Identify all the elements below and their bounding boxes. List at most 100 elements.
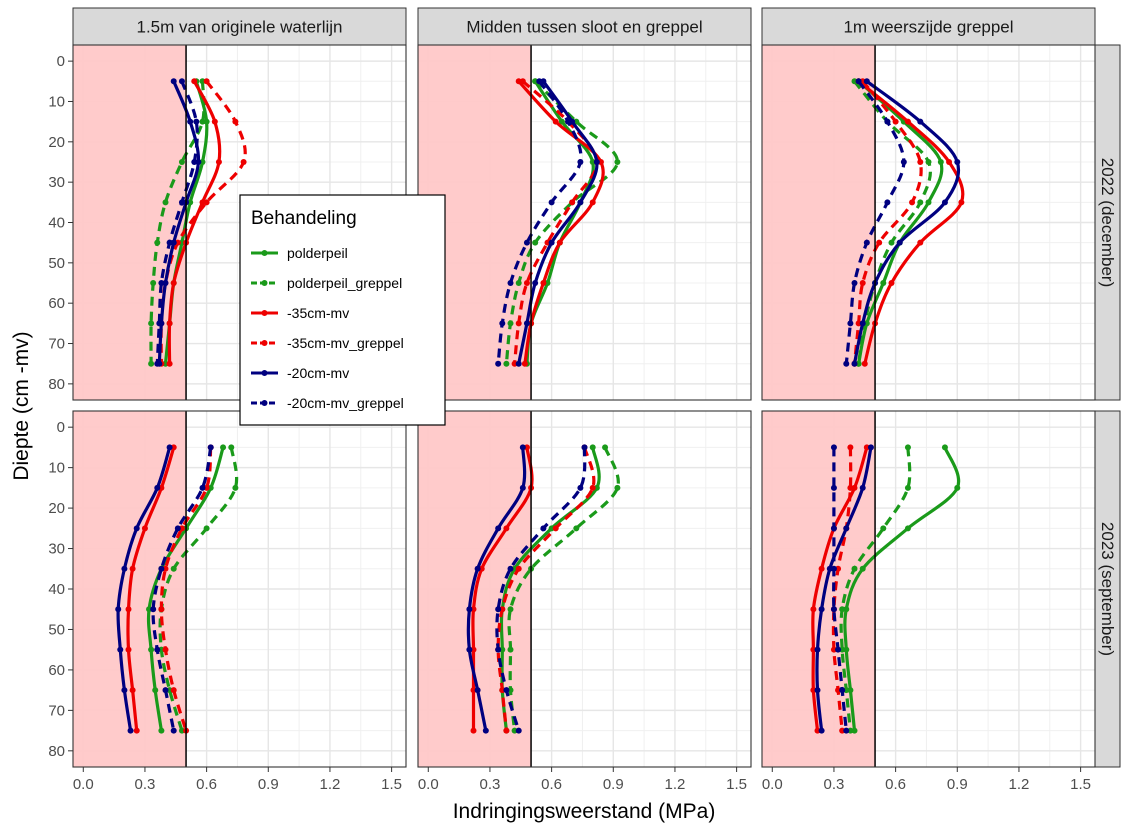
data-point <box>818 565 825 572</box>
facet-strip-column-label: 1m weerszijde greppel <box>843 18 1013 37</box>
data-point <box>191 158 198 165</box>
x-tick-label: 0.0 <box>762 776 783 793</box>
data-point <box>162 565 169 572</box>
data-point <box>129 565 136 572</box>
series-line <box>495 447 587 732</box>
x-tick-label: 0.9 <box>947 776 968 793</box>
data-point <box>232 484 239 491</box>
data-point <box>515 78 522 85</box>
series-line <box>857 80 965 365</box>
y-tick-label: 60 <box>48 662 65 679</box>
data-point <box>826 565 833 572</box>
data-point <box>925 199 932 206</box>
data-point <box>178 525 185 532</box>
legend-item-label: -35cm-mv_greppel <box>287 335 404 351</box>
y-axis-title: Diepte (cm -mv) <box>10 331 33 480</box>
series-line <box>831 447 853 731</box>
data-point <box>532 239 539 246</box>
data-point <box>859 320 866 327</box>
data-point <box>470 646 477 653</box>
data-point <box>507 280 514 287</box>
data-point <box>199 118 206 125</box>
x-axis-title: Indringingsweerstand (MPa) <box>453 800 716 823</box>
data-point <box>523 444 530 451</box>
data-point <box>215 158 222 165</box>
x-tick-label: 1.5 <box>381 776 402 793</box>
y-tick-label: 10 <box>48 93 65 110</box>
data-point <box>888 280 895 287</box>
data-point <box>148 320 155 327</box>
data-point <box>904 444 911 451</box>
y-tick-label: 70 <box>48 336 65 353</box>
data-point <box>863 78 870 85</box>
data-point <box>814 727 821 734</box>
x-tick-label: 0.9 <box>603 776 624 793</box>
data-point <box>117 646 124 653</box>
data-point <box>162 360 169 367</box>
data-point <box>150 606 157 613</box>
panel-1-0 <box>72 410 407 768</box>
series-line <box>496 80 583 364</box>
legend-key-point <box>261 340 268 346</box>
series-line <box>815 447 873 731</box>
data-point <box>511 727 518 734</box>
data-point <box>851 280 858 287</box>
y-tick-label: 40 <box>48 215 65 232</box>
data-point <box>843 525 850 532</box>
data-point <box>166 360 173 367</box>
data-point <box>818 606 825 613</box>
data-point <box>240 158 247 165</box>
x-tick-label: 1.2 <box>1009 776 1030 793</box>
data-point <box>191 78 198 85</box>
data-point <box>125 646 132 653</box>
panel-1-2 <box>761 410 1096 768</box>
data-point <box>810 687 817 694</box>
data-point <box>540 280 547 287</box>
data-point <box>166 239 173 246</box>
data-point <box>203 118 210 125</box>
data-point <box>232 118 239 125</box>
y-tick-label: 20 <box>48 134 65 151</box>
data-point <box>125 606 132 613</box>
data-point <box>941 444 948 451</box>
x-tick-label: 0.0 <box>418 776 439 793</box>
data-point <box>843 646 850 653</box>
data-point <box>958 199 965 206</box>
data-point <box>207 444 214 451</box>
series-line <box>832 447 848 731</box>
panel-border <box>417 410 752 768</box>
data-point <box>199 158 206 165</box>
data-point <box>614 484 621 491</box>
data-point <box>141 525 148 532</box>
data-point <box>495 606 502 613</box>
data-point <box>540 525 547 532</box>
data-point <box>589 199 596 206</box>
data-point <box>909 199 916 206</box>
data-point <box>851 727 858 734</box>
data-point <box>830 525 837 532</box>
legend-key-point <box>261 250 268 256</box>
data-point <box>133 727 140 734</box>
data-point <box>843 727 850 734</box>
panel-0-1 <box>417 44 752 401</box>
data-point <box>507 606 514 613</box>
data-point <box>589 444 596 451</box>
series-line <box>496 446 596 731</box>
legend-item-label: polderpeil_greppel <box>287 275 402 291</box>
data-point <box>814 646 821 653</box>
data-point <box>548 199 555 206</box>
data-point <box>532 280 539 287</box>
data-point <box>127 727 134 734</box>
data-point <box>466 606 473 613</box>
data-point <box>474 687 481 694</box>
data-point <box>830 565 837 572</box>
legend-item-label: polderpeil <box>287 245 348 261</box>
y-tick-label: 0 <box>57 419 65 436</box>
data-point <box>203 484 210 491</box>
data-point <box>503 525 510 532</box>
data-point <box>499 687 506 694</box>
panel-1-1 <box>417 410 752 768</box>
x-tick-label: 0.6 <box>885 776 906 793</box>
data-point <box>478 565 485 572</box>
